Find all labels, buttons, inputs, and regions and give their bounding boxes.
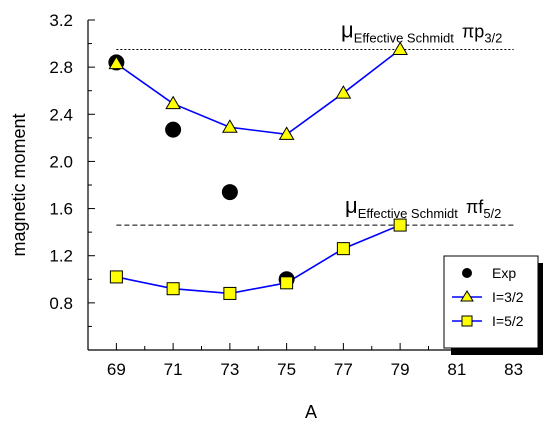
x-tick-label: 75 (277, 360, 296, 379)
x-tick-label: 77 (334, 360, 353, 379)
orbital-label: πp (462, 21, 484, 41)
legend-label: Exp (492, 265, 516, 281)
mu-symbol: μ (345, 193, 358, 218)
legend-box (443, 255, 539, 349)
y-tick-label: 3.2 (49, 11, 73, 30)
data-point-i52 (166, 282, 180, 296)
y-tick-label: 0.8 (49, 294, 73, 313)
orbital-label-subscript: 3/2 (484, 30, 502, 45)
reference-label-subscript: Effective Schmidt (358, 206, 459, 221)
orbital-label: πf (466, 197, 484, 217)
legend-label: I=3/2 (492, 289, 524, 305)
x-axis-title: A (305, 402, 317, 422)
data-point-exp (221, 184, 238, 201)
data-point-i32 (222, 119, 238, 133)
orbital-label-subscript: 5/2 (483, 206, 501, 221)
y-tick-label: 2.0 (49, 152, 73, 171)
y-tick-label: 2.4 (49, 105, 73, 124)
data-point-exp (165, 121, 182, 138)
legend-label: I=5/2 (492, 313, 524, 329)
reference-line-label: μEffective Schmidt πf5/2 (345, 193, 501, 221)
legend-marker-i32 (460, 290, 474, 302)
data-point-i52 (223, 286, 237, 300)
x-tick-label: 83 (504, 360, 523, 379)
data-point-i32 (165, 95, 181, 110)
y-tick-label: 1.2 (49, 247, 73, 266)
series-line-i32 (115, 48, 401, 136)
legend-marker-exp (462, 268, 472, 278)
data-point-i52 (109, 270, 123, 284)
x-tick-label: 73 (220, 360, 239, 379)
y-tick-label: 2.8 (49, 58, 73, 77)
y-tick-label: 1.6 (49, 200, 73, 219)
x-tick-label: 71 (164, 360, 183, 379)
data-point-i32 (335, 85, 352, 99)
series-line-i52 (116, 224, 401, 295)
data-point-i32 (108, 55, 125, 70)
data-point-i52 (336, 242, 350, 256)
reference-line-label: μEffective Schmidt πp3/2 (341, 17, 502, 45)
x-tick-label: 79 (391, 360, 410, 379)
data-point-i52 (393, 218, 407, 232)
data-point-i32 (392, 41, 408, 55)
data-point-i32 (278, 126, 295, 140)
y-axis-title: magnetic moment (9, 113, 29, 256)
reference-label-subscript: Effective Schmidt (354, 30, 455, 45)
legend-marker-i52 (461, 315, 473, 327)
x-tick-label: 81 (447, 360, 466, 379)
mu-symbol: μ (341, 17, 354, 42)
plot-area: 69 71 73 75 77 79 81 83 0.8 1.2 1.6 2.0 2.4 2.8 3.2 Ama… (9, 11, 543, 422)
x-tick-label: 69 (107, 360, 126, 379)
data-point-i52 (280, 276, 294, 290)
